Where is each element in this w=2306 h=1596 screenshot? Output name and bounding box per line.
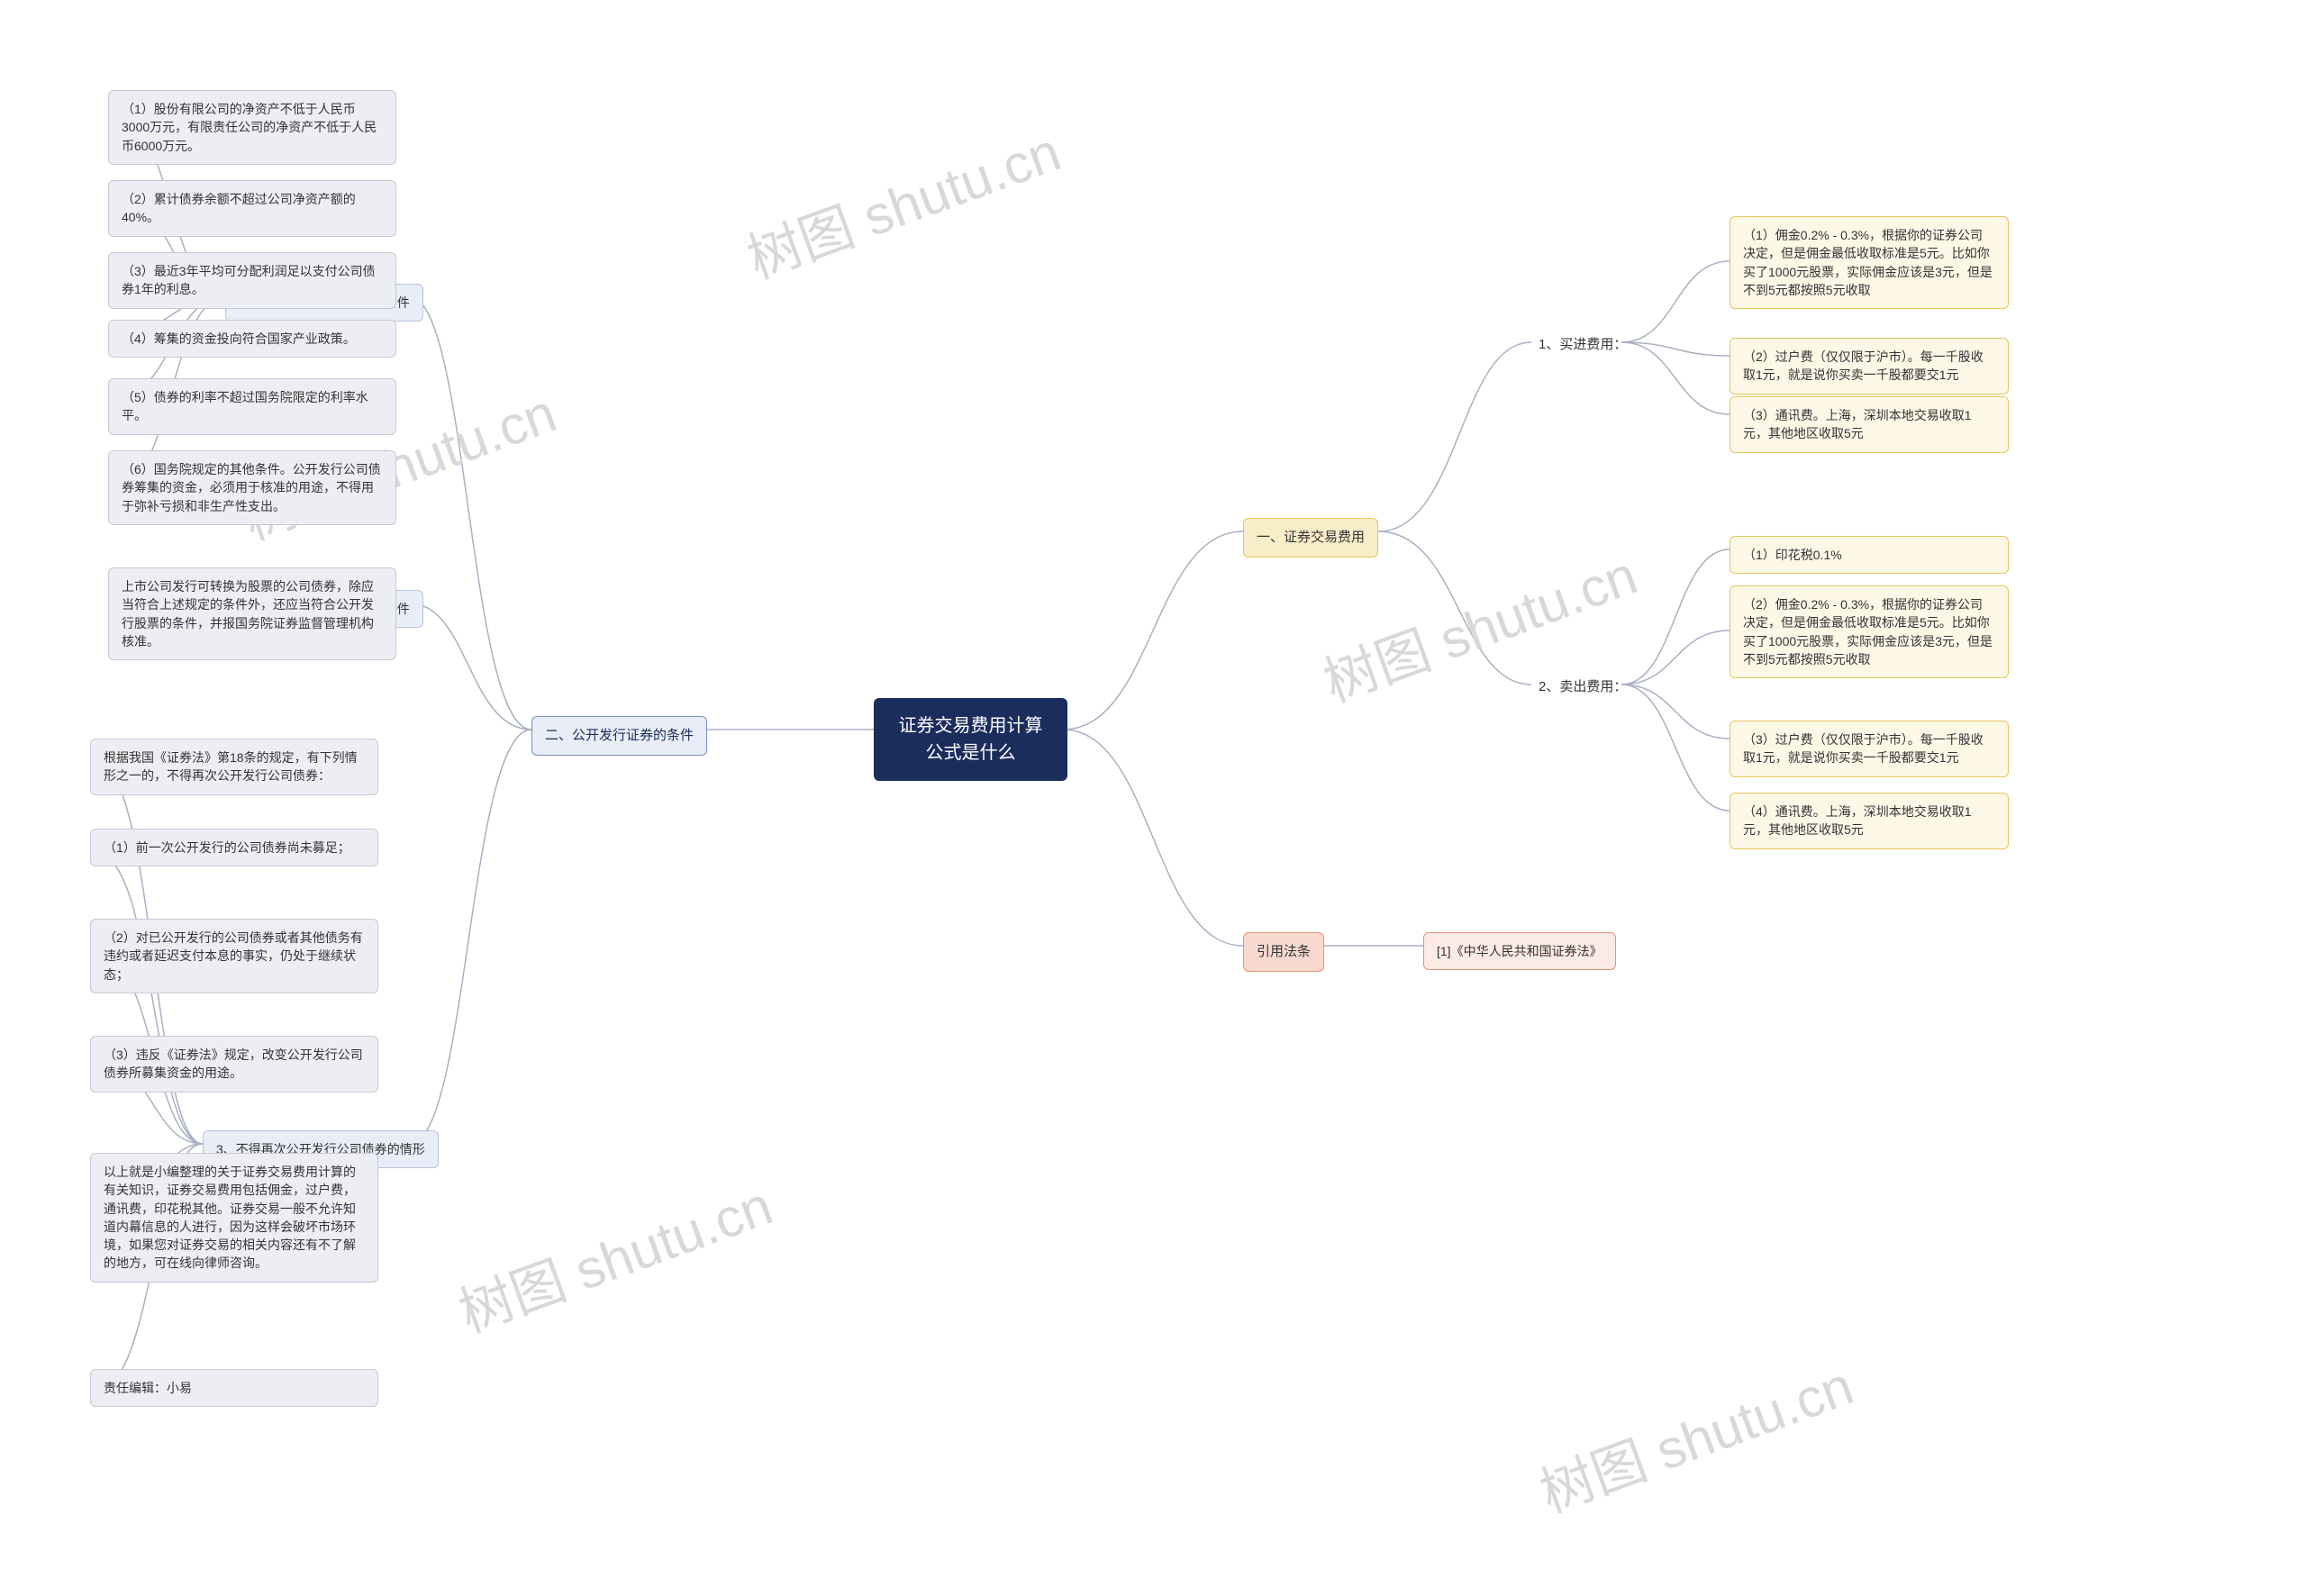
nonconvert-item: （4）筹集的资金投向符合国家产业政策。 — [108, 320, 396, 358]
sell-fee-item: （2）佣金0.2% - 0.3%，根据你的证券公司决定，但是佣金最低收取标准是5… — [1730, 585, 2009, 678]
sell-fee-item: （3）过户费（仅仅限于沪市）。每一千股收取1元，就是说你买卖一千股都要交1元 — [1730, 721, 2009, 777]
nonconvert-item: （3）最近3年平均可分配利润足以支付公司债券1年的利息。 — [108, 252, 396, 309]
noreissue-item: （2）对已公开发行的公司债券或者其他债务有违约或者延迟支付本息的事实，仍处于继续… — [90, 919, 378, 993]
branch-issue-conditions[interactable]: 二、公开发行证券的条件 — [531, 716, 707, 756]
convert-item: 上市公司发行可转换为股票的公司债券，除应当符合上述规定的条件外，还应当符合公开发… — [108, 567, 396, 660]
noreissue-item: 责任编辑：小易 — [90, 1369, 378, 1407]
watermark: 树图 shutu.cn — [1528, 1342, 1862, 1528]
sell-fee-item: （1）印花税0.1% — [1730, 536, 2009, 574]
noreissue-item: 根据我国《证券法》第18条的规定，有下列情形之一的，不得再次公开发行公司债券： — [90, 739, 378, 795]
nonconvert-item: （6）国务院规定的其他条件。公开发行公司债券筹集的资金，必须用于核准的用途，不得… — [108, 450, 396, 525]
sell-fee-item: （4）通讯费。上海，深圳本地交易收取1元，其他地区收取5元 — [1730, 793, 2009, 849]
buy-fee-item: （2）过户费（仅仅限于沪市）。每一千股收取1元，就是说你买卖一千股都要交1元 — [1730, 338, 2009, 394]
sub-sell-fee[interactable]: 2、卖出费用： — [1531, 674, 1634, 701]
nonconvert-item: （1）股份有限公司的净资产不低于人民币3000万元，有限责任公司的净资产不低于人… — [108, 90, 396, 165]
buy-fee-item: （3）通讯费。上海，深圳本地交易收取1元，其他地区收取5元 — [1730, 396, 2009, 453]
nonconvert-item: （2）累计债券余额不超过公司净资产额的40%。 — [108, 180, 396, 237]
buy-fee-item: （1）佣金0.2% - 0.3%，根据你的证券公司决定，但是佣金最低收取标准是5… — [1730, 216, 2009, 309]
branch-securities-fee[interactable]: 一、证券交易费用 — [1243, 518, 1378, 558]
citation-item: [1]《中华人民共和国证券法》 — [1423, 932, 1616, 970]
watermark: 树图 shutu.cn — [735, 108, 1069, 294]
noreissue-item: （3）违反《证券法》规定，改变公开发行公司债券所募集资金的用途。 — [90, 1036, 378, 1093]
branch-citation[interactable]: 引用法条 — [1243, 932, 1324, 972]
root-node[interactable]: 证券交易费用计算公式是什么 — [874, 698, 1067, 781]
noreissue-item: （1）前一次公开发行的公司债券尚未募足； — [90, 829, 378, 866]
sub-buy-fee[interactable]: 1、买进费用： — [1531, 331, 1634, 358]
nonconvert-item: （5）债券的利率不超过国务院限定的利率水平。 — [108, 378, 396, 435]
noreissue-item: 以上就是小编整理的关于证券交易费用计算的有关知识，证券交易费用包括佣金，过户费，… — [90, 1153, 378, 1283]
watermark: 树图 shutu.cn — [447, 1162, 781, 1347]
